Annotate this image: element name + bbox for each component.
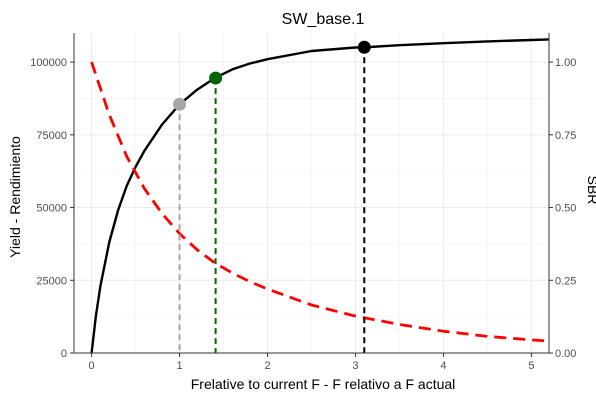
x-tick-label: 5	[528, 360, 534, 372]
x-axis-title: Frelative to current F - F relativo a F …	[191, 376, 456, 392]
reference-layer	[173, 40, 371, 353]
x-tick-label: 0	[89, 360, 95, 372]
y2-tick-label: 1.00	[555, 57, 576, 69]
y2-tick-label: 0.25	[555, 275, 576, 287]
x-tick-label: 3	[352, 360, 358, 372]
reference-point-3	[357, 40, 371, 54]
x-tick-label: 4	[440, 360, 446, 372]
y-axis-title: Yield - Rendimiento	[7, 136, 23, 258]
series-line-1	[90, 38, 550, 354]
grid-lines	[74, 33, 549, 354]
y-tick-label: 75000	[36, 130, 67, 142]
y2-axis-title: SBR	[585, 176, 596, 205]
reference-point-1	[173, 97, 187, 111]
y-tick-label: 0	[61, 348, 67, 360]
x-tick-label: 1	[176, 360, 182, 372]
y-tick-label: 50000	[36, 203, 67, 215]
reference-point-2	[209, 71, 223, 85]
y-tick-label: 100000	[30, 57, 67, 69]
y2-tick-label: 0.00	[555, 348, 576, 360]
series-layer	[90, 38, 550, 354]
chart-title: SW_base.1	[282, 11, 365, 28]
axes: 0 25000 50000 75000 100000 0.00 0.25 0.50 0.75 1.…	[30, 33, 576, 372]
y2-tick-label: 0.75	[555, 130, 576, 142]
x-tick-label: 2	[264, 360, 270, 372]
y2-tick-label: 0.50	[555, 203, 576, 215]
series-line-2	[90, 61, 550, 343]
y-tick-label: 25000	[36, 275, 67, 287]
